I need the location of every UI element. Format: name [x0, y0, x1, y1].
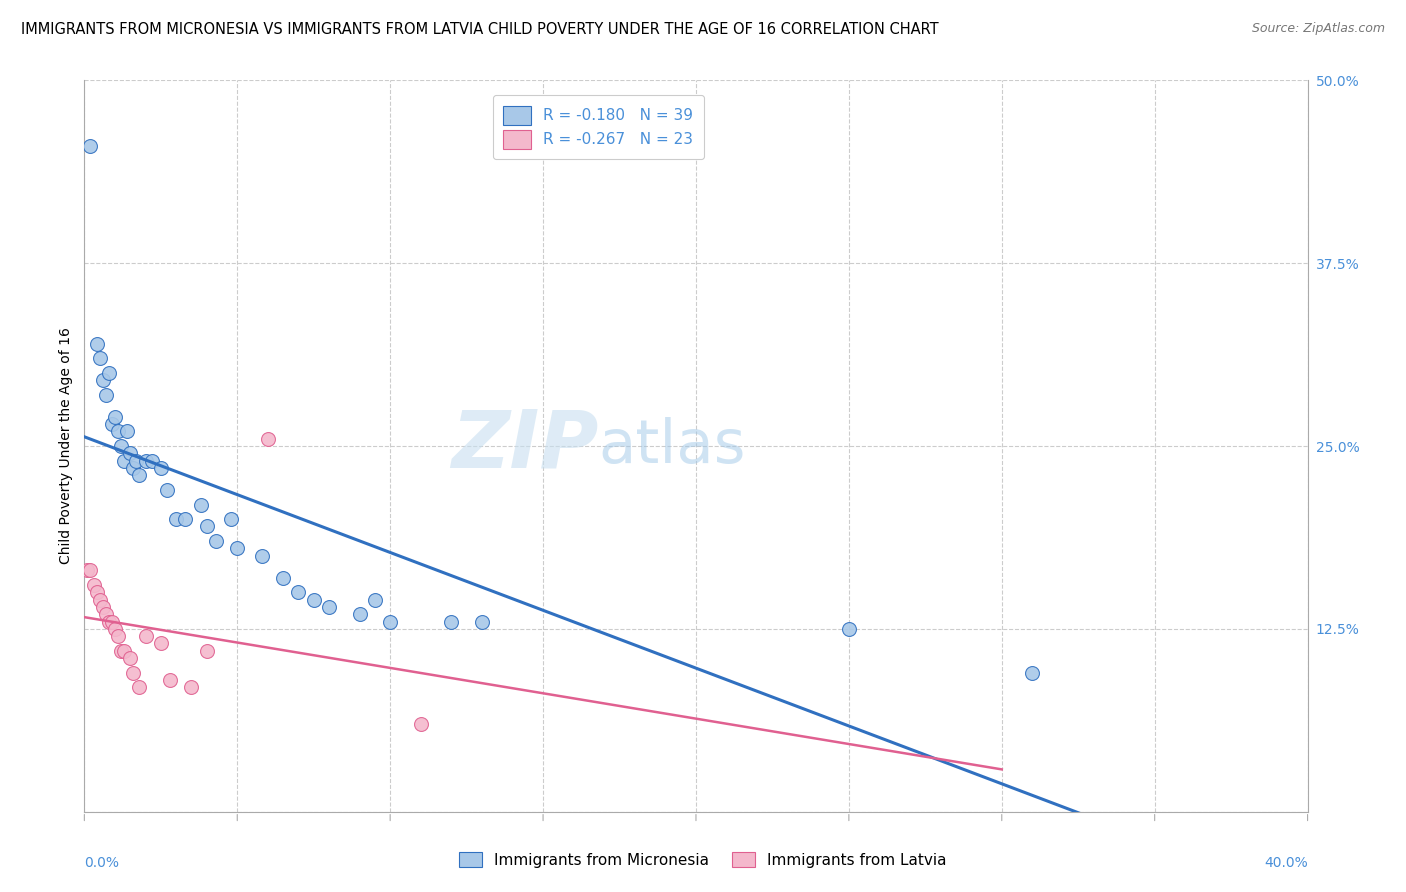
Point — [128, 681, 150, 695]
Text: ZIP: ZIP — [451, 407, 598, 485]
Point — [257, 432, 280, 446]
Point — [122, 461, 145, 475]
Point — [250, 549, 273, 563]
Point — [226, 541, 249, 556]
Point — [135, 629, 157, 643]
Point — [190, 498, 212, 512]
Point — [302, 592, 325, 607]
Point — [409, 717, 432, 731]
Point — [149, 461, 172, 475]
Point — [128, 468, 150, 483]
Legend: Immigrants from Micronesia, Immigrants from Latvia: Immigrants from Micronesia, Immigrants f… — [451, 844, 955, 875]
Point — [1021, 665, 1043, 680]
Point — [141, 453, 163, 467]
Point — [112, 453, 135, 467]
Point — [838, 622, 860, 636]
Point — [122, 665, 145, 680]
Text: 40.0%: 40.0% — [1264, 855, 1308, 870]
Y-axis label: Child Poverty Under the Age of 16: Child Poverty Under the Age of 16 — [59, 327, 73, 565]
Point — [94, 607, 117, 622]
Point — [94, 388, 117, 402]
Point — [112, 644, 135, 658]
Point — [318, 599, 340, 614]
Point — [101, 615, 124, 629]
Point — [471, 615, 494, 629]
Point — [195, 519, 218, 533]
Point — [91, 373, 114, 387]
Point — [97, 615, 120, 629]
Point — [79, 139, 101, 153]
Point — [219, 512, 242, 526]
Point — [76, 563, 98, 577]
Point — [120, 446, 142, 460]
Point — [195, 644, 218, 658]
Point — [115, 425, 138, 439]
Point — [120, 651, 142, 665]
Point — [349, 607, 371, 622]
Point — [107, 629, 129, 643]
Point — [104, 622, 127, 636]
Point — [107, 425, 129, 439]
Point — [159, 673, 181, 687]
Point — [271, 571, 294, 585]
Point — [101, 417, 124, 431]
Text: Source: ZipAtlas.com: Source: ZipAtlas.com — [1251, 22, 1385, 36]
Point — [89, 351, 111, 366]
Point — [104, 409, 127, 424]
Point — [440, 615, 463, 629]
Point — [79, 563, 101, 577]
Point — [156, 483, 179, 497]
Point — [180, 681, 202, 695]
Point — [205, 534, 228, 549]
Point — [86, 336, 108, 351]
Point — [287, 585, 309, 599]
Point — [110, 644, 132, 658]
Point — [91, 599, 114, 614]
Legend: R = -0.180   N = 39, R = -0.267   N = 23: R = -0.180 N = 39, R = -0.267 N = 23 — [492, 95, 703, 160]
Point — [165, 512, 187, 526]
Point — [83, 578, 105, 592]
Point — [97, 366, 120, 380]
Point — [125, 453, 148, 467]
Text: atlas: atlas — [598, 417, 745, 475]
Point — [149, 636, 172, 650]
Point — [174, 512, 197, 526]
Point — [380, 615, 402, 629]
Point — [135, 453, 157, 467]
Point — [110, 439, 132, 453]
Point — [364, 592, 387, 607]
Text: IMMIGRANTS FROM MICRONESIA VS IMMIGRANTS FROM LATVIA CHILD POVERTY UNDER THE AGE: IMMIGRANTS FROM MICRONESIA VS IMMIGRANTS… — [21, 22, 939, 37]
Point — [86, 585, 108, 599]
Point — [89, 592, 111, 607]
Text: 0.0%: 0.0% — [84, 855, 120, 870]
